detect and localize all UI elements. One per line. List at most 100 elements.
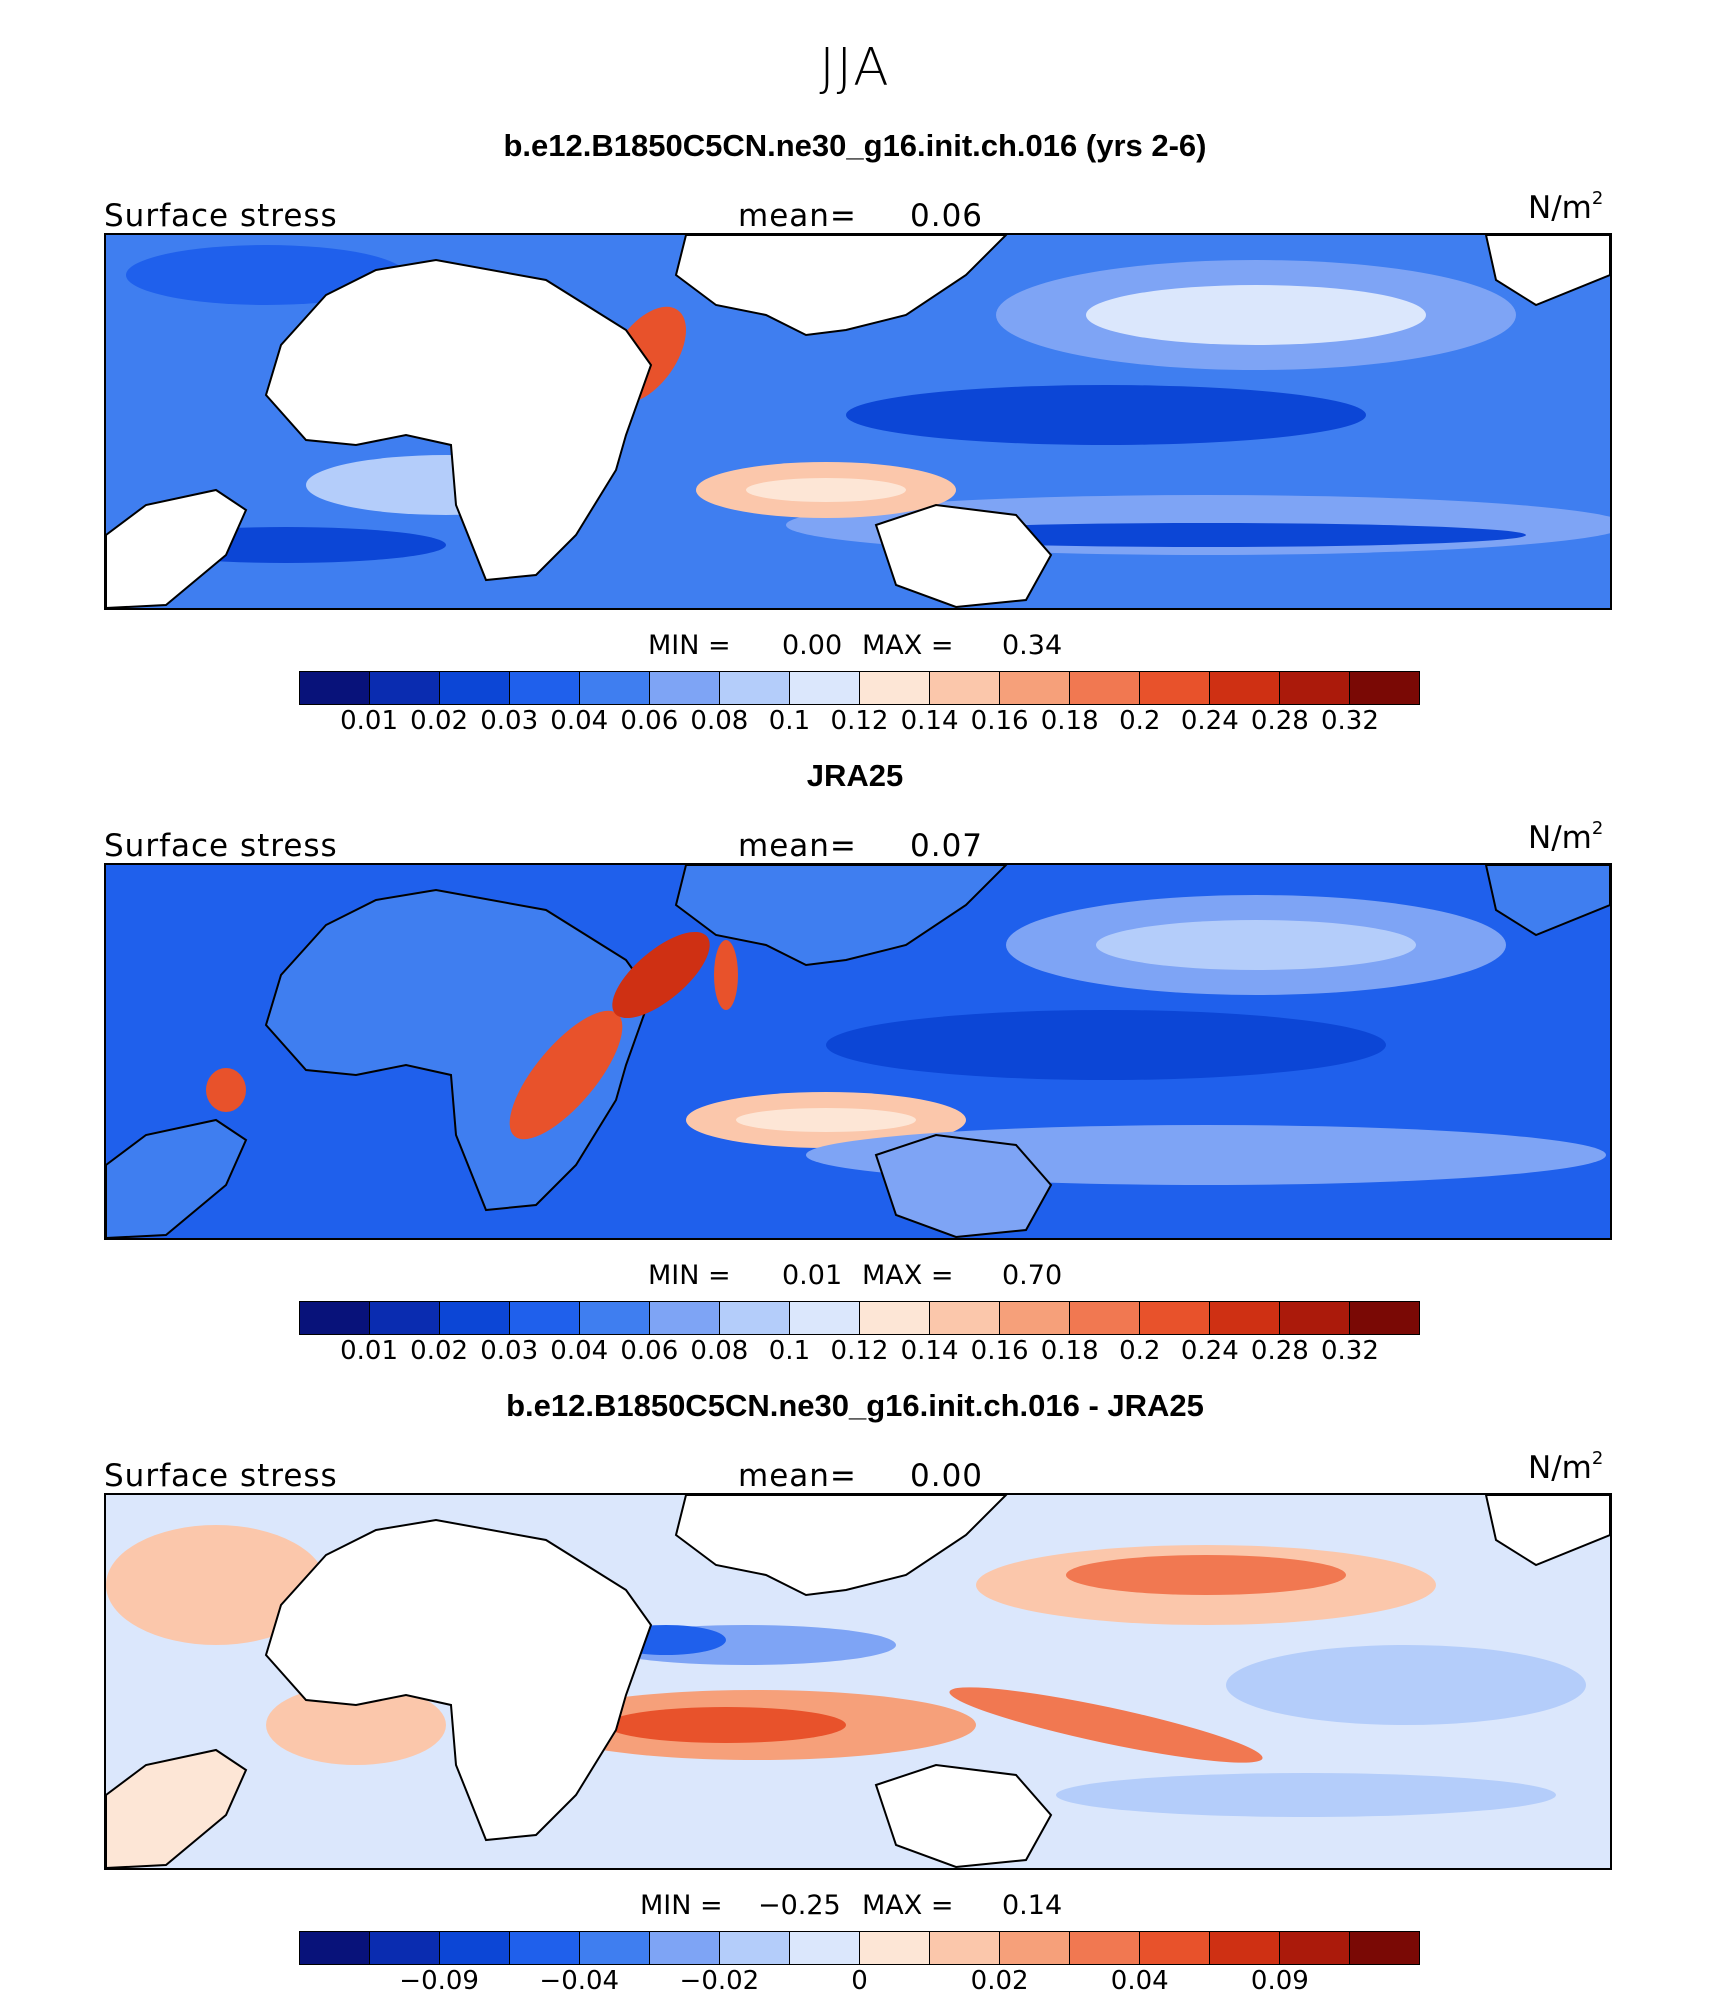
min-label: MIN = (648, 630, 731, 661)
africa-landmass (264, 258, 653, 582)
colorbar-swatch (1210, 1302, 1280, 1334)
colorbar-swatch (300, 1932, 370, 1964)
colorbar-tick-label: 0.08 (690, 706, 749, 736)
colorbar-swatch (790, 1932, 860, 1964)
min-value: 0.01 (782, 1260, 843, 1291)
units-label: N/m2 (1528, 1448, 1604, 1486)
south-america-landmass (106, 488, 248, 608)
colorbar-tick-label: 0.28 (1250, 1336, 1309, 1366)
min-value: −0.25 (758, 1890, 841, 1921)
asia-landmass (674, 235, 1008, 337)
colorbar-swatch (1210, 1932, 1280, 1964)
south-america-landmass (106, 1118, 248, 1238)
colorbar-tick-label: 0.02 (410, 706, 469, 736)
colorbar-swatch (790, 1302, 860, 1334)
north-america-landmass (1484, 1495, 1610, 1567)
map-diff (104, 1493, 1612, 1870)
colorbar-swatch (860, 1932, 930, 1964)
africa-landmass (264, 1518, 653, 1842)
colorbar-swatch (860, 1302, 930, 1334)
colorbar-swatch (650, 1932, 720, 1964)
colorbar-tick-label: 0.04 (550, 706, 609, 736)
africa-landmass (264, 888, 653, 1212)
map-model (104, 233, 1612, 610)
colorbar-tick-label: 0.03 (480, 706, 539, 736)
colorbar-tick-label: 0.16 (970, 1336, 1029, 1366)
colorbar-swatch (930, 1932, 1000, 1964)
colorbar-tick-label: 0.08 (690, 1336, 749, 1366)
colorbar-swatch (650, 1302, 720, 1334)
panel-title-model: b.e12.B1850C5CN.ne30_g16.init.ch.016 (yr… (503, 128, 1207, 163)
colorbar-swatch (720, 1302, 790, 1334)
colorbar-swatch (300, 1302, 370, 1334)
south-america-landmass (106, 1748, 248, 1868)
mean-value: 0.06 (910, 198, 984, 234)
colorbar-swatch (370, 1302, 440, 1334)
colorbar-tick-label: −0.04 (539, 1966, 620, 1996)
units-label: N/m2 (1528, 188, 1604, 226)
colorbar-swatch (1350, 672, 1419, 704)
colorbar-swatch (720, 1932, 790, 1964)
colorbar-swatch (1070, 1932, 1140, 1964)
mean-value: 0.07 (910, 828, 984, 864)
colorbar-swatch (300, 672, 370, 704)
colorbar-swatch (720, 672, 790, 704)
colorbar-swatch (510, 1302, 580, 1334)
colorbar-swatch (1070, 1302, 1140, 1334)
colorbar-tick-label: 0.32 (1320, 706, 1379, 736)
colorbar-swatch (440, 672, 510, 704)
colorbar-ticks: 0.01 0.02 0.03 0.04 0.06 0.08 0.1 0.12 0.14 0.16 0… (0, 1336, 1710, 1370)
australia-landmass (874, 1763, 1053, 1868)
colorbar-swatch (510, 1932, 580, 1964)
colorbar-tick-label: 0.18 (1040, 1336, 1099, 1366)
max-label: MAX = (862, 1260, 954, 1291)
colorbar-tick-label: 0.02 (410, 1336, 469, 1366)
colorbar-tick-label: 0.24 (1180, 706, 1239, 736)
colorbar-swatch (440, 1302, 510, 1334)
colorbar-tick-label: 0.14 (900, 706, 959, 736)
max-value: 0.14 (1002, 1890, 1063, 1921)
colorbar-swatch (370, 1932, 440, 1964)
colorbar-swatch (650, 672, 720, 704)
colorbar-swatch (1140, 672, 1210, 704)
colorbar-tick-label: 0.2 (1119, 706, 1161, 736)
colorbar-tick-label: 0.12 (830, 1336, 889, 1366)
mean-label: mean= (738, 1458, 857, 1494)
asia-landmass (674, 865, 1008, 967)
colorbar-tick-label: 0.32 (1320, 1336, 1379, 1366)
min-label: MIN = (648, 1260, 731, 1291)
colorbar-tick-label: 0.18 (1040, 706, 1099, 736)
max-value: 0.34 (1002, 630, 1063, 661)
colorbar-tick-label: −0.02 (679, 1966, 760, 1996)
colorbar-tick-label: 0.09 (1250, 1966, 1309, 1996)
units-label: N/m2 (1528, 818, 1604, 856)
colorbar-tick-label: 0 (851, 1966, 868, 1996)
colorbar-swatch (860, 672, 930, 704)
max-label: MAX = (862, 1890, 954, 1921)
north-america-landmass (1484, 865, 1610, 937)
colorbar-tick-label: 0.14 (900, 1336, 959, 1366)
max-value: 0.70 (1002, 1260, 1063, 1291)
map-obs (104, 863, 1612, 1240)
colorbar-swatch (510, 672, 580, 704)
panel-title-obs: JRA25 (806, 758, 904, 793)
colorbar-swatch (930, 1302, 1000, 1334)
colorbar-swatch (580, 1932, 650, 1964)
colorbar-tick-label: 0.01 (340, 1336, 399, 1366)
colorbar-ticks: 0.01 0.02 0.03 0.04 0.06 0.08 0.1 0.12 0.14 0.16 0… (0, 706, 1710, 740)
min-label: MIN = (640, 1890, 723, 1921)
colorbar-swatch (1000, 672, 1070, 704)
season-title: JJA (819, 38, 891, 98)
colorbar-swatch (440, 1932, 510, 1964)
mean-label: mean= (738, 828, 857, 864)
mean-value: 0.00 (910, 1458, 984, 1494)
mean-label: mean= (738, 198, 857, 234)
colorbar-tick-label: 0.1 (768, 706, 811, 736)
variable-label: Surface stress (104, 828, 338, 864)
colorbar-swatch (1280, 672, 1350, 704)
colorbar-swatch (1070, 672, 1140, 704)
colorbar-tick-label: 0.02 (970, 1966, 1029, 1996)
colorbar-swatch (1280, 1302, 1350, 1334)
colorbar-swatch (580, 1302, 650, 1334)
colorbar-swatch (930, 672, 1000, 704)
